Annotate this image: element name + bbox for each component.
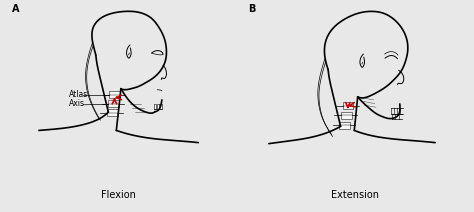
Text: A: A <box>11 4 19 14</box>
Text: B: B <box>248 4 256 14</box>
Bar <box>154 104 156 109</box>
FancyBboxPatch shape <box>341 112 352 119</box>
Bar <box>156 104 159 109</box>
FancyBboxPatch shape <box>107 109 118 116</box>
FancyBboxPatch shape <box>109 91 120 98</box>
Bar <box>159 104 162 109</box>
Text: Extension: Extension <box>331 190 379 199</box>
Text: Axis: Axis <box>69 99 84 108</box>
FancyBboxPatch shape <box>339 122 350 129</box>
FancyBboxPatch shape <box>108 100 119 107</box>
FancyBboxPatch shape <box>343 102 353 109</box>
Text: Atlas: Atlas <box>69 90 88 99</box>
Text: Flexion: Flexion <box>101 190 136 199</box>
